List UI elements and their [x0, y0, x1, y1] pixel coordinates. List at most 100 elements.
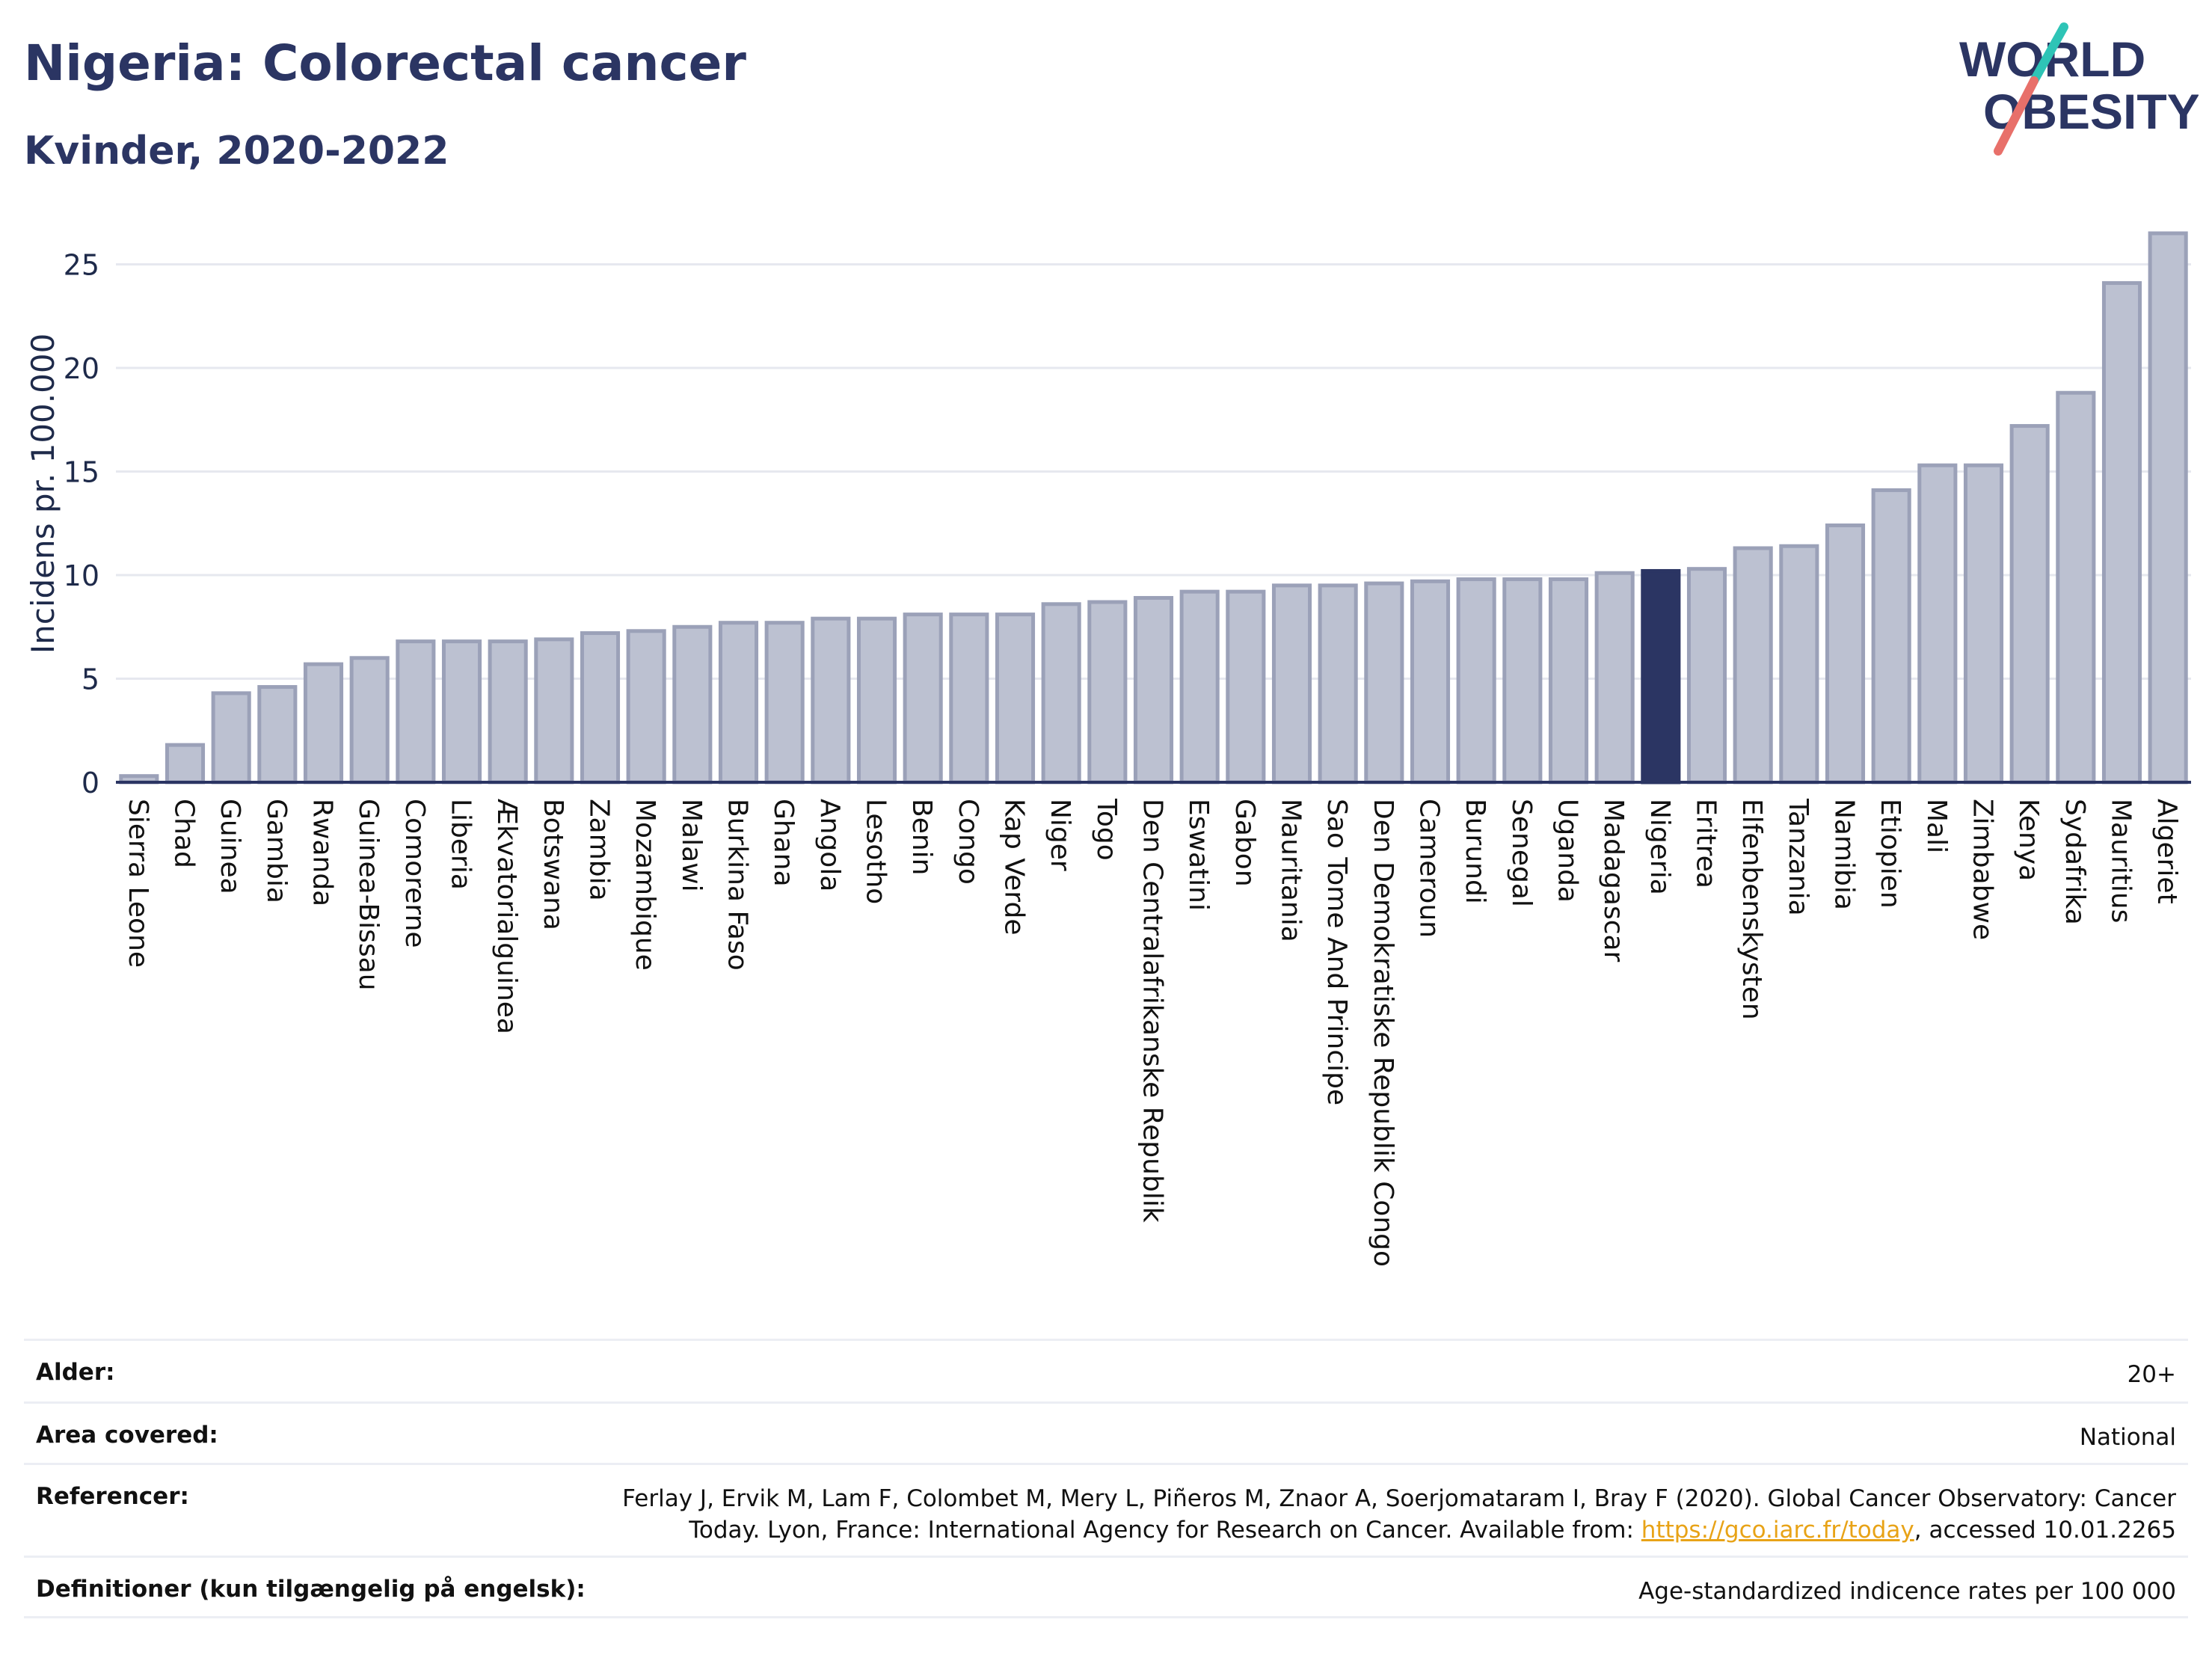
bar-mauritania: [1271, 583, 1312, 784]
logo-slash-coral: [1994, 76, 2039, 156]
meta-label-area: Area covered:: [36, 1422, 218, 1449]
reference-text-line2: Today. Lyon, France: International Agenc…: [689, 1517, 1641, 1544]
metadata-table: Alder: 20+ Area covered: National Refere…: [24, 1339, 2188, 1618]
x-tick-label: Guinea-Bissau: [353, 799, 384, 991]
bar-botswana: [534, 637, 574, 784]
y-tick-label: 20: [64, 352, 99, 385]
bar-cameroun: [1410, 579, 1451, 784]
world-obesity-logo: WORLD OBESITY: [1959, 22, 2199, 156]
reference-text-line1: Ferlay J, Ervik M, Lam F, Colombet M, Me…: [622, 1485, 2176, 1512]
x-tick-label: Gabon: [1229, 799, 1260, 887]
bar-namibia: [1825, 523, 1866, 784]
bar-comorerne: [396, 639, 436, 784]
bar-mali: [1917, 463, 1958, 784]
bar-malawi: [672, 624, 713, 784]
bar-mauritius: [2101, 280, 2142, 784]
bar-lesotho: [856, 616, 897, 784]
x-tick-label: Malawi: [676, 799, 707, 892]
bar-burkina-faso: [718, 621, 759, 784]
x-tick-label: Kap Verde: [999, 799, 1030, 935]
x-tick-label: Kenya: [2013, 799, 2044, 881]
bar-eswatini: [1179, 589, 1220, 784]
bar-togo: [1087, 600, 1128, 784]
bar-sydafrika: [2056, 390, 2096, 784]
y-axis-label: Incidens pr. 100.000: [25, 334, 61, 654]
x-tick-label: Burkina Faso: [722, 799, 753, 971]
x-tick-label: Congo: [953, 799, 983, 885]
bar-congo: [949, 612, 989, 784]
meta-value-references: Ferlay J, Ervik M, Lam F, Colombet M, Me…: [622, 1483, 2176, 1546]
x-tick-label: Guinea: [215, 799, 245, 894]
bar-tanzania: [1779, 544, 1819, 784]
x-tick-label: Gambia: [261, 799, 292, 903]
x-tick-label: Etiopien: [1875, 799, 1905, 909]
bar-liberia: [441, 639, 482, 784]
bar-uganda: [1548, 577, 1589, 784]
bar-madagascar: [1594, 571, 1635, 784]
bar-rwanda: [303, 662, 344, 784]
x-tick-label: Ækvatorialguinea: [491, 799, 522, 1034]
x-tick-label: Namibia: [1829, 799, 1860, 910]
bar-etiopien: [1871, 488, 1911, 784]
meta-row-age: Alder: 20+: [24, 1339, 2188, 1401]
meta-row-definitions: Definitioner (kun tilgængelig på engelsk…: [24, 1556, 2188, 1618]
x-tick-label: Senegal: [1506, 799, 1537, 907]
x-tick-label: Den Demokratiske Republik Congo: [1368, 799, 1398, 1267]
chart-title: Nigeria: Colorectal cancer: [24, 34, 746, 92]
bar-guinea: [211, 691, 251, 784]
x-tick-label: Eswatini: [1183, 799, 1214, 911]
bar-guinea-bissau: [349, 656, 390, 784]
x-tick-label: Cameroun: [1414, 799, 1445, 938]
bar-zambia: [580, 631, 621, 784]
reference-link[interactable]: https://gco.iarc.fr/today: [1641, 1517, 1914, 1544]
bar-chad: [165, 743, 206, 784]
x-tick-label: Eritrea: [1691, 799, 1721, 888]
x-tick-label: Mali: [1921, 799, 1952, 853]
bar-den-centralafrikanske-republik: [1133, 595, 1174, 784]
x-tick-label: Mozambique: [630, 799, 660, 971]
bar-kap-verde: [995, 612, 1036, 784]
meta-label-references: Referencer:: [36, 1483, 189, 1510]
bar-algeriet: [2148, 231, 2188, 784]
x-tick-label: Uganda: [1552, 799, 1583, 903]
bar-niger: [1041, 602, 1081, 784]
bar-ghana: [764, 621, 805, 784]
x-tick-label: Mauritius: [2106, 799, 2136, 923]
x-tick-label: Nigeria: [1644, 799, 1675, 895]
meta-value-definitions: Age-standardized indicence rates per 100…: [1638, 1578, 2176, 1605]
bar-gambia: [257, 685, 298, 784]
y-tick-label: 25: [64, 249, 99, 282]
x-tick-label: Algeriet: [2151, 799, 2182, 904]
x-tick-label: Chad: [169, 799, 200, 868]
x-tick-label: Botswana: [538, 799, 568, 930]
bar-gabon: [1226, 589, 1266, 784]
x-tick-label: Liberia: [446, 799, 476, 890]
x-tick-label: Tanzania: [1783, 798, 1813, 916]
meta-label-age: Alder:: [36, 1359, 115, 1386]
meta-value-age: 20+: [2127, 1361, 2176, 1388]
y-tick-label: 10: [64, 559, 99, 592]
y-tick-label: 5: [82, 663, 99, 696]
chart-subtitle: Kvinder, 2020-2022: [24, 129, 449, 174]
bar-den-demokratiske-republik-congo: [1364, 581, 1404, 784]
meta-row-references: Referencer: Ferlay J, Ervik M, Lam F, Co…: [24, 1463, 2188, 1556]
bar-ækvatorialguinea: [488, 639, 528, 784]
bar-kenya: [2009, 424, 2050, 784]
x-tick-label: Sao Tome And Principe: [1321, 799, 1352, 1105]
bar-benin: [903, 612, 943, 784]
bar-burundi: [1456, 577, 1496, 784]
x-tick-label: Benin: [906, 799, 937, 875]
bar-sao-tome-and-principe: [1318, 583, 1358, 784]
bar-senegal: [1502, 577, 1543, 784]
x-tick-label: Ghana: [768, 799, 799, 887]
x-tick-label: Comorerne: [399, 799, 430, 948]
x-tick-label: Den Centralafrikanske Republik: [1137, 799, 1168, 1223]
x-tick-label: Togo: [1091, 798, 1122, 861]
y-tick-label: 15: [64, 456, 99, 489]
x-tick-label: Angola: [814, 799, 845, 891]
x-tick-label: Sierra Leone: [123, 799, 153, 968]
meta-row-area: Area covered: National: [24, 1401, 2188, 1463]
y-tick-label: 0: [82, 767, 99, 799]
logo-slash-teal: [2030, 22, 2068, 85]
reference-text-accessed: , accessed 10.01.2265: [1914, 1517, 2176, 1544]
